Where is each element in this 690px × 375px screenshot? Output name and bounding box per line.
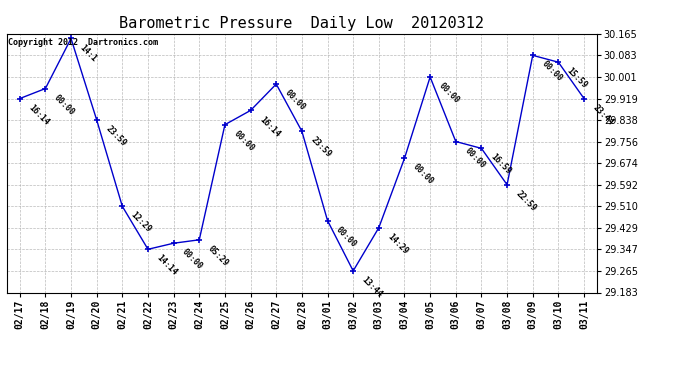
Text: 00:00: 00:00	[437, 81, 461, 105]
Text: 00:00: 00:00	[540, 60, 564, 84]
Title: Barometric Pressure  Daily Low  20120312: Barometric Pressure Daily Low 20120312	[119, 16, 484, 31]
Text: 05:29: 05:29	[206, 244, 230, 268]
Text: 12:29: 12:29	[129, 210, 153, 234]
Text: 00:00: 00:00	[52, 93, 77, 117]
Text: 14:29: 14:29	[386, 232, 410, 256]
Text: 00:00: 00:00	[335, 225, 359, 249]
Text: 15:59: 15:59	[565, 66, 589, 90]
Text: 23:59: 23:59	[104, 124, 128, 148]
Text: 14:14: 14:14	[155, 254, 179, 278]
Text: 16:14: 16:14	[257, 115, 282, 139]
Text: 16:14: 16:14	[27, 103, 50, 127]
Text: 14:1: 14:1	[78, 43, 99, 63]
Text: 00:00: 00:00	[411, 162, 435, 187]
Text: 00:00: 00:00	[232, 129, 256, 153]
Text: 23:44: 23:44	[591, 103, 615, 127]
Text: Copyright 2012  Dartronics.com: Copyright 2012 Dartronics.com	[8, 38, 158, 46]
Text: 00:00: 00:00	[463, 146, 486, 170]
Text: 22:59: 22:59	[514, 189, 538, 213]
Text: 00:00: 00:00	[283, 88, 307, 112]
Text: 16:59: 16:59	[489, 153, 513, 177]
Text: 23:59: 23:59	[309, 135, 333, 159]
Text: 00:00: 00:00	[181, 248, 205, 272]
Text: 13:44: 13:44	[360, 275, 384, 299]
